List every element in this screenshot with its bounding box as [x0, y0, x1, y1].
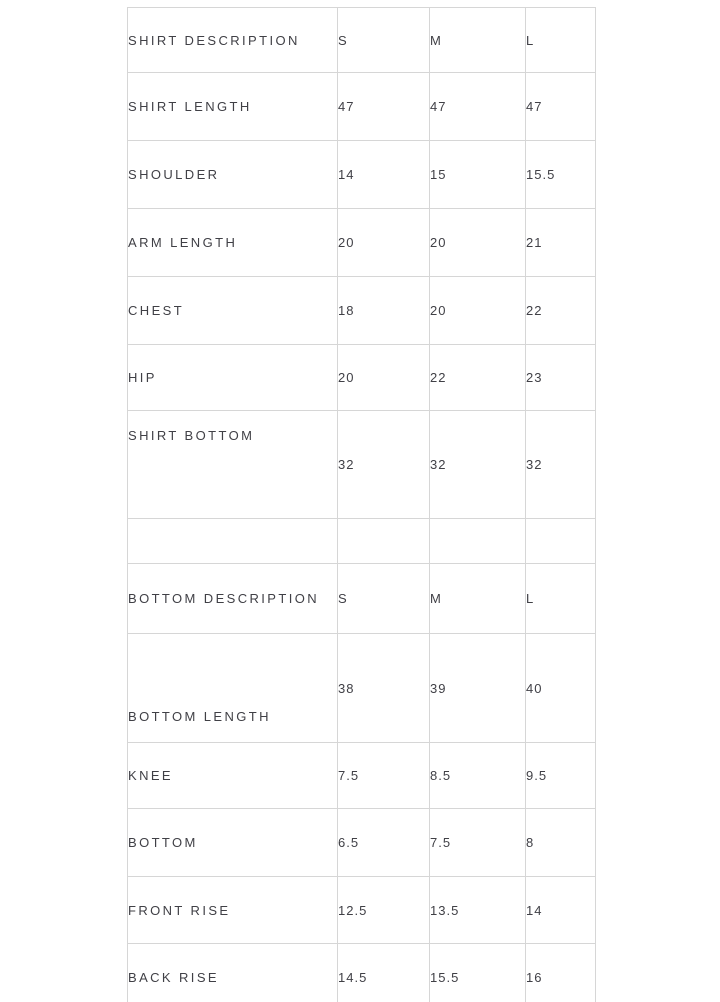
row-label-cell: SHOULDER [127, 140, 338, 209]
size-l-cell: 15.5 [525, 140, 596, 209]
size-l-cell: 32 [525, 410, 596, 519]
table-row-knee: KNEE 7.5 8.5 9.5 [127, 742, 596, 809]
size-s-cell: 6.5 [337, 808, 430, 877]
row-label-cell: FRONT RISE [127, 876, 338, 944]
row-label-cell: BOTTOM LENGTH [127, 633, 338, 743]
empty-cell [525, 518, 596, 564]
size-chart-container: SHIRT DESCRIPTION S M L SHIRT LENGTH 47 … [127, 7, 596, 1002]
row-label-cell: HIP [127, 344, 338, 411]
table-row-arm-length: ARM LENGTH 20 20 21 [127, 208, 596, 277]
size-s-cell: 47 [337, 72, 430, 141]
table-row-hip: HIP 20 22 23 [127, 344, 596, 411]
size-m-cell: 15.5 [429, 943, 526, 1002]
table-row-chest: CHEST 18 20 22 [127, 276, 596, 345]
size-chart-table: SHIRT DESCRIPTION S M L SHIRT LENGTH 47 … [127, 7, 596, 1002]
size-l-cell: 22 [525, 276, 596, 345]
row-label-cell: SHIRT BOTTOM [127, 410, 338, 519]
size-l-cell: 16 [525, 943, 596, 1002]
size-m-cell: 13.5 [429, 876, 526, 944]
table-row-bottom-header: BOTTOM DESCRIPTION S M L [127, 563, 596, 634]
size-m-cell: 22 [429, 344, 526, 411]
column-header-size-s: S [337, 563, 430, 634]
column-header-bottom-description: BOTTOM DESCRIPTION [127, 563, 338, 634]
table-row-shoulder: SHOULDER 14 15 15.5 [127, 140, 596, 209]
size-s-cell: 32 [337, 410, 430, 519]
size-l-cell: 14 [525, 876, 596, 944]
row-label-cell: ARM LENGTH [127, 208, 338, 277]
table-row-bottom-length: BOTTOM LENGTH 38 39 40 [127, 633, 596, 743]
table-row-shirt-header: SHIRT DESCRIPTION S M L [127, 7, 596, 73]
size-s-cell: 14 [337, 140, 430, 209]
row-label-cell: SHIRT LENGTH [127, 72, 338, 141]
row-label-cell: KNEE [127, 742, 338, 809]
size-s-cell: 14.5 [337, 943, 430, 1002]
size-s-cell: 20 [337, 208, 430, 277]
size-m-cell: 15 [429, 140, 526, 209]
size-s-cell: 7.5 [337, 742, 430, 809]
table-row-spacer [127, 518, 596, 564]
size-m-cell: 8.5 [429, 742, 526, 809]
size-s-cell: 20 [337, 344, 430, 411]
size-m-cell: 20 [429, 208, 526, 277]
size-m-cell: 20 [429, 276, 526, 345]
column-header-size-l: L [525, 7, 596, 73]
size-l-cell: 9.5 [525, 742, 596, 809]
row-label-cell: BACK RISE [127, 943, 338, 1002]
row-label-cell: CHEST [127, 276, 338, 345]
size-m-cell: 39 [429, 633, 526, 743]
column-header-shirt-description: SHIRT DESCRIPTION [127, 7, 338, 73]
table-row-shirt-length: SHIRT LENGTH 47 47 47 [127, 72, 596, 141]
size-l-cell: 8 [525, 808, 596, 877]
size-l-cell: 21 [525, 208, 596, 277]
size-s-cell: 18 [337, 276, 430, 345]
column-header-size-m: M [429, 7, 526, 73]
table-row-bottom: BOTTOM 6.5 7.5 8 [127, 808, 596, 877]
column-header-size-m: M [429, 563, 526, 634]
empty-cell [337, 518, 430, 564]
table-row-front-rise: FRONT RISE 12.5 13.5 14 [127, 876, 596, 944]
size-m-cell: 32 [429, 410, 526, 519]
size-l-cell: 23 [525, 344, 596, 411]
size-l-cell: 40 [525, 633, 596, 743]
empty-cell [429, 518, 526, 564]
size-s-cell: 12.5 [337, 876, 430, 944]
column-header-size-l: L [525, 563, 596, 634]
empty-cell [127, 518, 338, 564]
size-m-cell: 47 [429, 72, 526, 141]
size-l-cell: 47 [525, 72, 596, 141]
size-m-cell: 7.5 [429, 808, 526, 877]
table-row-back-rise: BACK RISE 14.5 15.5 16 [127, 943, 596, 1002]
row-label-cell: BOTTOM [127, 808, 338, 877]
column-header-size-s: S [337, 7, 430, 73]
table-row-shirt-bottom: SHIRT BOTTOM 32 32 32 [127, 410, 596, 519]
size-s-cell: 38 [337, 633, 430, 743]
